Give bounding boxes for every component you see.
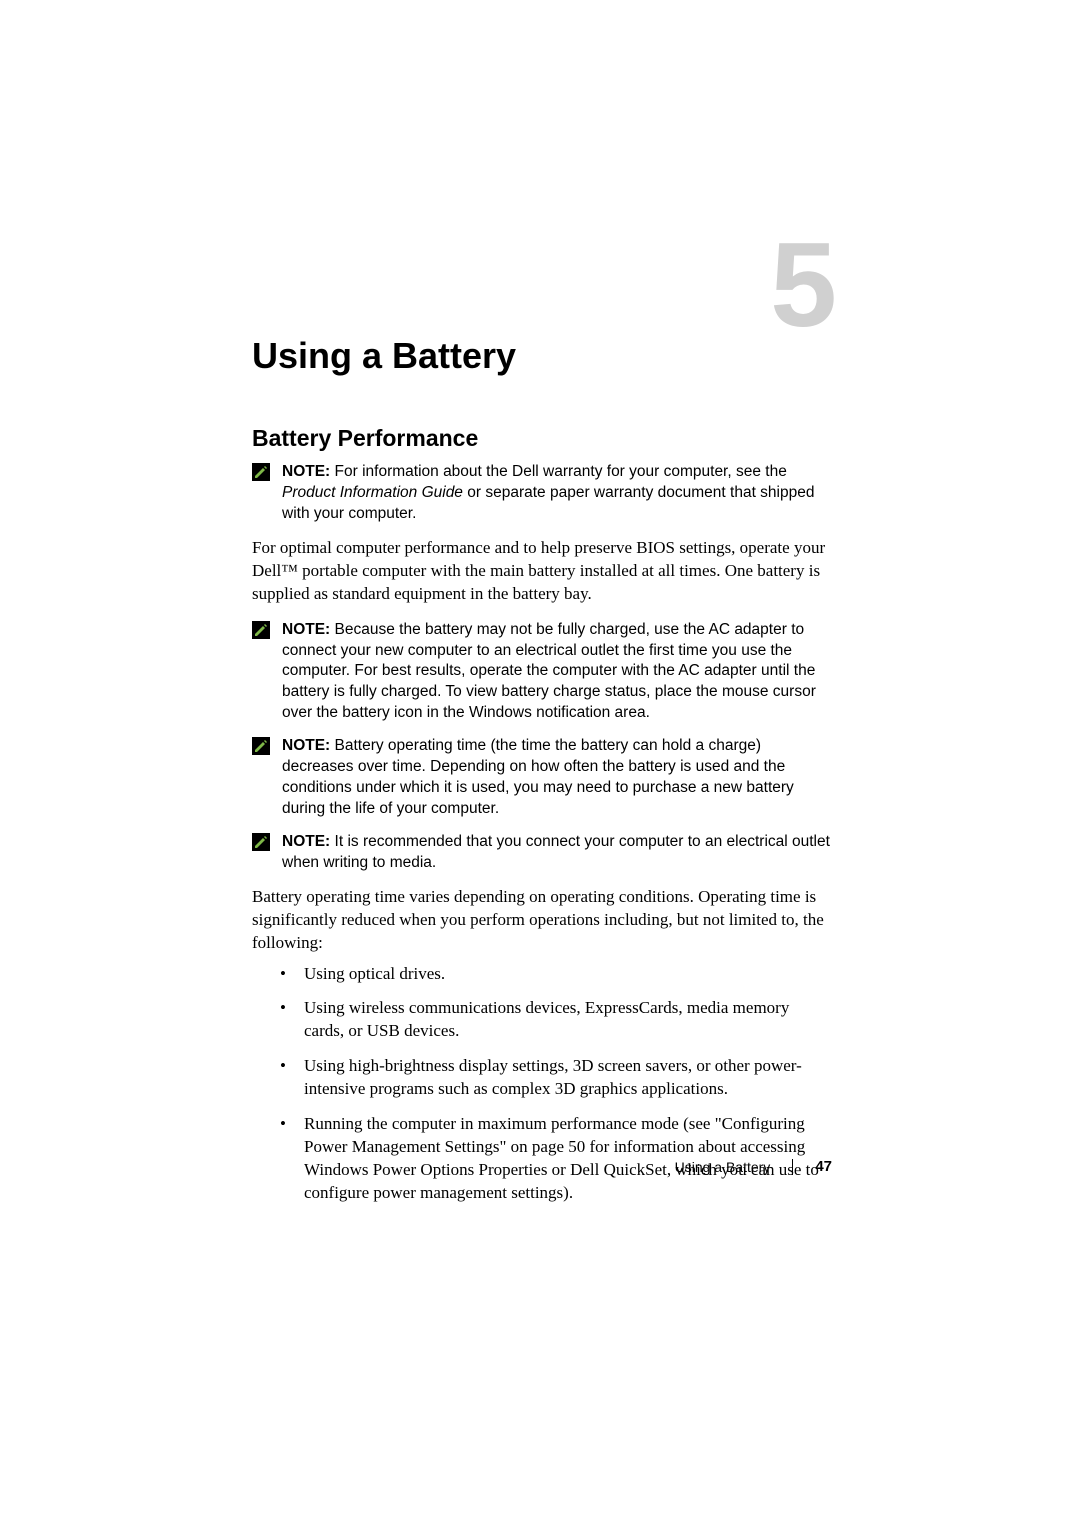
list-item: Using optical drives.	[280, 963, 832, 986]
note-icon	[252, 621, 270, 639]
page-footer: Using a Battery 47	[675, 1158, 832, 1175]
note-italic: Product Information Guide	[282, 484, 463, 501]
note-body-a: For information about the Dell warranty …	[330, 463, 787, 480]
list-item: Using wireless communications devices, E…	[280, 997, 832, 1043]
page-content: 5 Using a Battery Battery Performance NO…	[252, 225, 832, 1217]
note-label: NOTE:	[282, 621, 330, 638]
body-paragraph-2: Battery operating time varies depending …	[252, 886, 832, 955]
page-number: 47	[815, 1158, 832, 1175]
chapter-number: 5	[770, 225, 832, 345]
note-icon	[252, 463, 270, 481]
note-text: NOTE: For information about the Dell war…	[282, 462, 832, 525]
note-4: NOTE: It is recommended that you connect…	[252, 832, 832, 874]
note-2: NOTE: Because the battery may not be ful…	[252, 620, 832, 725]
note-1: NOTE: For information about the Dell war…	[252, 462, 832, 525]
note-text: NOTE: It is recommended that you connect…	[282, 832, 832, 874]
footer-section-title: Using a Battery	[675, 1159, 771, 1175]
note-text: NOTE: Battery operating time (the time t…	[282, 736, 832, 820]
section-heading: Battery Performance	[252, 425, 832, 452]
note-icon	[252, 833, 270, 851]
note-label: NOTE:	[282, 833, 330, 850]
footer-divider	[792, 1159, 793, 1175]
note-body: Because the battery may not be fully cha…	[282, 621, 816, 722]
note-body: It is recommended that you connect your …	[282, 833, 830, 871]
note-icon	[252, 737, 270, 755]
list-item: Using high-brightness display settings, …	[280, 1055, 832, 1101]
note-label: NOTE:	[282, 463, 330, 480]
body-paragraph-1: For optimal computer performance and to …	[252, 537, 832, 606]
note-text: NOTE: Because the battery may not be ful…	[282, 620, 832, 725]
note-3: NOTE: Battery operating time (the time t…	[252, 736, 832, 820]
note-label: NOTE:	[282, 737, 330, 754]
note-body: Battery operating time (the time the bat…	[282, 737, 794, 817]
chapter-title: Using a Battery	[252, 335, 832, 377]
